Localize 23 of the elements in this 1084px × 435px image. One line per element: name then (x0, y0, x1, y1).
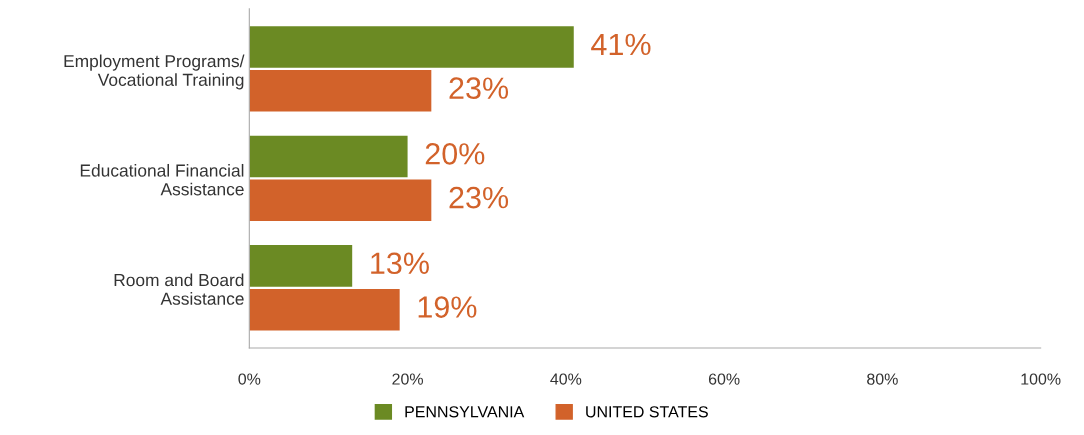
bar (249, 179, 432, 222)
data-label: 19% (418, 296, 477, 318)
legend-label: PENNSYLVANIA (405, 406, 525, 418)
y-tick-label: Employment Programs/ Vocational Training (64, 54, 245, 90)
bar (249, 135, 408, 178)
data-label: 41% (591, 33, 651, 56)
bar (249, 26, 574, 68)
legend-label: UNITED STATES (586, 406, 708, 418)
x-tick-label: 0% (238, 373, 261, 385)
x-tick-label: 60% (708, 373, 740, 385)
bar (249, 288, 400, 331)
data-label: 13% (371, 252, 429, 275)
bar (249, 69, 432, 112)
x-tick-label: 100% (1021, 373, 1061, 385)
data-label: 20% (425, 143, 485, 165)
y-tick-label: Educational Financial Assistance (80, 163, 244, 196)
y-tick-label: Room and Board Assistance (114, 273, 244, 305)
data-label: 23% (449, 77, 509, 99)
bar (249, 245, 353, 287)
x-tick-label: 20% (392, 373, 423, 385)
x-tick-label: 80% (867, 373, 898, 385)
x-tick-label: 40% (550, 373, 582, 385)
data-label: 23% (449, 186, 509, 209)
